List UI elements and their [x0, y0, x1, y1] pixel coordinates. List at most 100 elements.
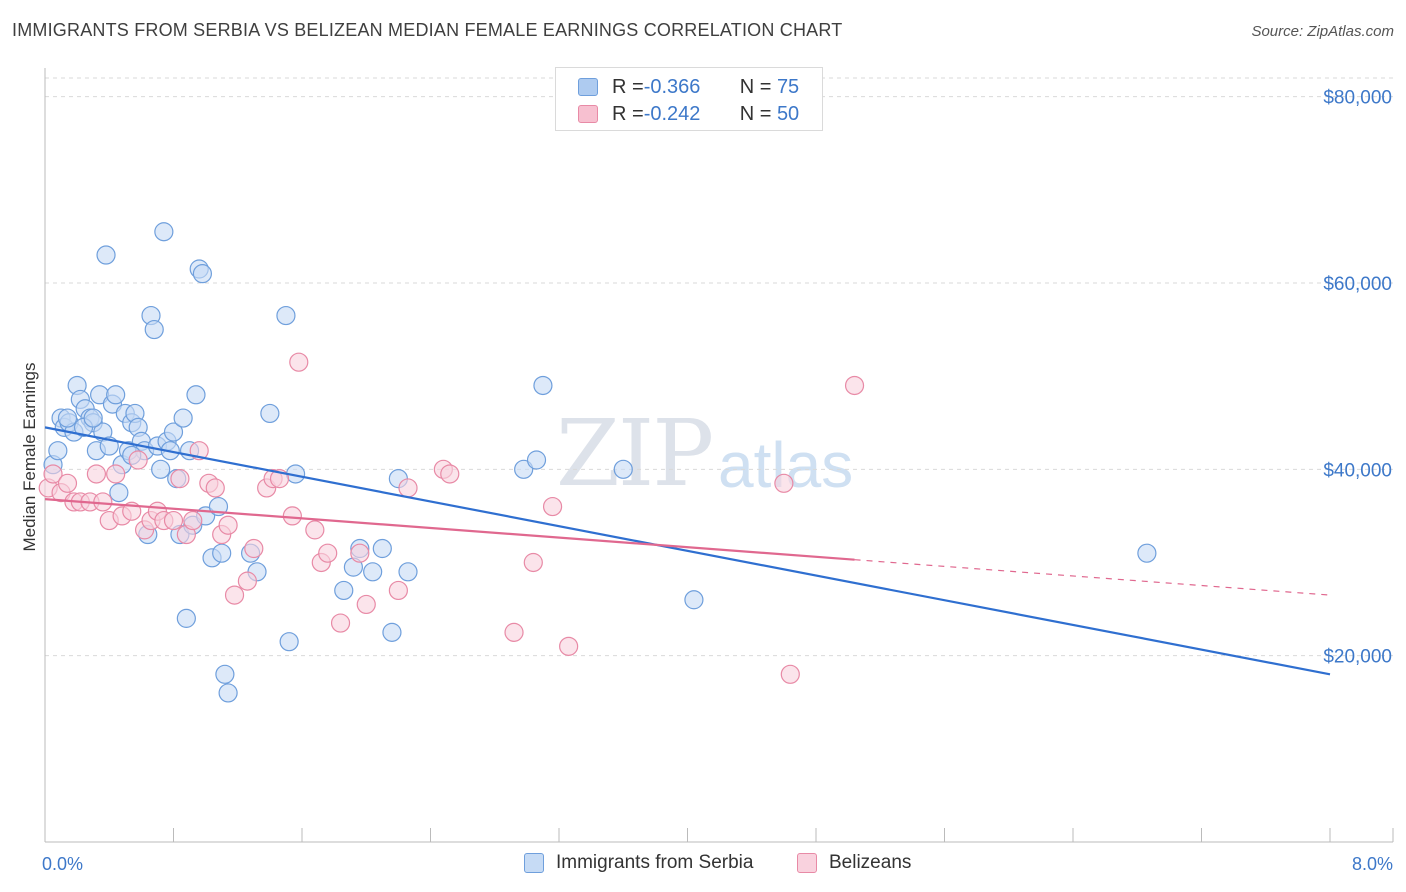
y-axis-title: Median Female Earnings — [20, 363, 39, 552]
data-point — [183, 510, 203, 531]
data-point — [844, 375, 865, 396]
data-point — [526, 450, 547, 470]
data-point — [398, 562, 418, 582]
data-point — [237, 571, 257, 591]
trend-line — [44, 426, 1331, 676]
bottom-legend: Immigrants from Serbia Belizeans — [0, 852, 1406, 876]
data-point — [57, 473, 78, 493]
data-point — [224, 585, 245, 605]
axes — [44, 68, 1394, 843]
data-point — [398, 478, 418, 498]
axis-labels: $20,000 $40,000 $60,000 $80,000 0.0% 8.0% Medi… — [20, 88, 1393, 874]
data-point — [170, 469, 190, 489]
data-point — [372, 538, 392, 559]
chart-title: IMMIGRANTS FROM SERBIA VS BELIZEAN MEDIA… — [12, 20, 843, 40]
trend-lines — [44, 426, 1331, 676]
data-point — [334, 580, 354, 601]
data-point — [176, 608, 196, 628]
legend-r-label: R = — [612, 102, 644, 125]
data-point — [523, 552, 543, 573]
data-point — [318, 543, 338, 563]
data-point — [289, 352, 309, 372]
data-point — [1137, 543, 1157, 563]
data-point — [57, 408, 78, 428]
data-point — [106, 385, 126, 405]
data-point — [128, 450, 148, 470]
trend-line-extension — [854, 559, 1331, 596]
legend-row-belizeans: R = -0.242 N = 50 — [578, 102, 799, 126]
data-point — [218, 683, 238, 703]
data-point — [350, 543, 370, 563]
bottom-legend-serbia: Immigrants from Serbia — [524, 852, 753, 874]
data-point — [684, 590, 704, 610]
data-point — [154, 222, 174, 242]
grid-lines — [45, 77, 1393, 657]
data-point — [96, 245, 116, 265]
data-point — [613, 459, 633, 479]
x-tick-label-end: 8.0% — [1352, 854, 1393, 874]
data-point — [533, 375, 553, 396]
data-point — [212, 543, 232, 563]
data-point — [780, 664, 800, 684]
data-point — [542, 496, 563, 517]
legend-r-label: R = — [612, 75, 644, 98]
data-point — [279, 632, 299, 652]
data-point — [514, 459, 534, 479]
data-point — [163, 510, 184, 531]
data-point — [86, 464, 107, 484]
data-point — [83, 408, 103, 428]
legend-swatch-serbia — [578, 78, 598, 96]
bottom-legend-label-belizeans: Belizeans — [829, 852, 912, 873]
legend-swatch-belizeans — [578, 105, 598, 123]
data-point — [774, 473, 794, 493]
watermark-zip: ZIP — [556, 400, 714, 507]
data-point — [205, 478, 225, 498]
data-point — [504, 622, 524, 642]
data-point — [173, 408, 193, 428]
data-point — [192, 264, 213, 284]
data-point — [356, 594, 376, 615]
data-point — [382, 622, 402, 642]
y-tick-label: $80,000 — [1323, 88, 1392, 109]
legend-n-value: 50 — [776, 102, 800, 125]
data-point — [260, 403, 280, 424]
data-point — [186, 385, 206, 405]
bottom-legend-swatch-serbia — [524, 853, 544, 873]
data-point — [276, 305, 296, 326]
data-point — [363, 562, 383, 582]
legend-n-label: N = — [739, 102, 777, 125]
legend: R = -0.366 N = 75 R = -0.242 N = 50 — [555, 67, 823, 131]
bottom-legend-swatch-belizeans — [797, 853, 817, 873]
data-point — [48, 441, 68, 461]
x-tick-label-start: 0.0% — [42, 854, 83, 874]
legend-r-value: -0.242 — [643, 102, 701, 125]
data-point — [244, 538, 264, 559]
bottom-legend-label-serbia: Immigrants from Serbia — [556, 852, 754, 873]
data-point — [330, 613, 351, 633]
legend-n-value: 75 — [776, 75, 800, 98]
y-tick-label: $60,000 — [1323, 274, 1392, 295]
source-label: Source: ZipAtlas.com — [1251, 23, 1394, 40]
data-points — [38, 222, 1157, 703]
legend-n-label: N = — [739, 75, 777, 98]
legend-r-value: -0.366 — [643, 75, 701, 98]
data-point — [388, 580, 408, 601]
bottom-legend-belizeans: Belizeans — [797, 852, 911, 874]
data-point — [151, 459, 171, 479]
trend-line — [44, 498, 855, 561]
data-point — [215, 664, 235, 684]
data-point — [282, 506, 302, 526]
data-point — [109, 483, 129, 503]
data-point — [305, 520, 325, 540]
data-point — [43, 464, 63, 484]
data-point — [144, 319, 164, 340]
y-tick-label: $20,000 — [1323, 647, 1392, 668]
data-point — [440, 464, 460, 484]
data-point — [218, 515, 238, 535]
data-point — [163, 422, 184, 442]
y-tick-label: $40,000 — [1323, 460, 1392, 481]
legend-row-serbia: R = -0.366 N = 75 — [578, 75, 799, 99]
data-point — [559, 636, 579, 656]
data-point — [106, 464, 126, 484]
